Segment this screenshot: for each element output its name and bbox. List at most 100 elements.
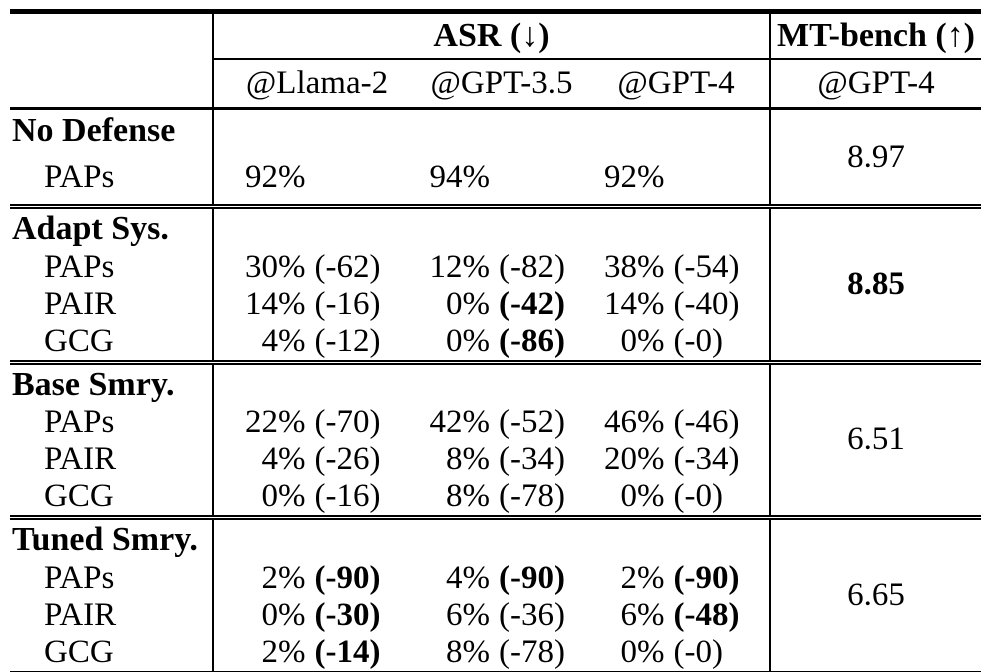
asr-pct: 38% (604, 248, 665, 285)
attack-row: GCG 0% (-16) 8% (-78) 0% (-0) (10, 478, 981, 518)
section-header-row: Tuned Smry. 6.65 (10, 517, 981, 672)
section-header-row: Adapt Sys. 8.85 (10, 206, 981, 362)
asr-delta: (-52) (499, 404, 565, 440)
asr-delta: (-82) (499, 248, 565, 285)
asr-delta: (-0) (673, 633, 723, 670)
asr-pct: 0% (446, 322, 490, 359)
asr-pct: 0% (261, 596, 306, 633)
attack-row: PAPs 2% (-90) 4% (-90) 2% (-90) (10, 559, 981, 597)
mtbench-value: 8.85 (769, 206, 981, 362)
asr-cell: 8% (-78) (420, 478, 583, 518)
results-table: ASR (↓) MT-bench (↑) @Llama-2 @GPT-3.5 @… (10, 9, 981, 672)
corner-cell-2 (10, 58, 213, 110)
asr-pct: 2% (261, 633, 306, 670)
empty-asr-cell (420, 109, 583, 151)
empty-asr-cell (420, 207, 583, 249)
asr-cell: 0% (-0) (583, 478, 770, 518)
asr-pct: 0% (620, 633, 665, 670)
asr-delta: (-90) (314, 559, 381, 596)
asr-pct: 46% (604, 404, 665, 440)
asr-pct: 2% (620, 559, 665, 596)
asr-pct: 0% (446, 285, 490, 322)
row-label: PAIR (44, 285, 117, 322)
asr-cell: 92% (212, 150, 420, 207)
asr-cell: 2% (-90) (212, 559, 420, 597)
asr-delta: (-14) (314, 633, 381, 670)
row-label: PAPs (44, 248, 115, 285)
asr-delta: (-54) (673, 248, 740, 285)
asr-pct: 92% (604, 158, 665, 195)
section-header-row: No Defense 8.97 (10, 108, 981, 207)
asr-pct: 30% (245, 248, 306, 285)
attack-row: PAPs 30% (-62) 12% (-82) 38% (-54) (10, 248, 981, 286)
asr-delta: (-42) (499, 285, 565, 322)
asr-cell: 20% (-34) (583, 441, 770, 478)
asr-delta: (-0) (673, 478, 723, 514)
asr-delta: (-30) (314, 596, 381, 633)
section-tuned-smry: Tuned Smry. 6.65 PAPs 2% (-90) 4% (-90) 2% (-90)… (10, 517, 981, 672)
asr-cell: 4% (-26) (212, 441, 420, 478)
asr-cell: 6% (-36) (420, 597, 583, 634)
row-label: PAIR (44, 596, 117, 633)
asr-cell: 8% (-78) (420, 634, 583, 672)
asr-pct: 6% (620, 596, 665, 633)
asr-pct: 94% (429, 158, 491, 195)
asr-delta: (-86) (499, 322, 565, 359)
empty-asr-cell (583, 109, 770, 151)
row-label: GCG (44, 478, 114, 514)
asr-cell: 0% (-16) (212, 478, 420, 518)
asr-col-header-gpt4: @GPT-4 (583, 58, 770, 110)
asr-delta: (-16) (314, 478, 381, 514)
asr-cell: 42% (-52) (420, 404, 583, 441)
attack-row: PAPs 92% 94% 92% (10, 150, 981, 207)
empty-asr-cell (212, 362, 420, 404)
asr-cell: 0% (-30) (212, 596, 420, 634)
mtbench-value: 8.97 (769, 108, 981, 207)
asr-pct: 42% (429, 404, 491, 440)
asr-cell: 38% (-54) (583, 249, 770, 286)
asr-cell: 6% (-48) (583, 597, 770, 634)
section-adapt-sys: Adapt Sys. 8.85 PAPs 30% (-62) 12% (-82) 38% (-5… (10, 206, 981, 362)
asr-pct: 8% (446, 633, 490, 670)
asr-cell: 46% (-46) (583, 404, 770, 441)
asr-delta: (-78) (499, 478, 565, 514)
attack-row: GCG 4% (-12) 0% (-86) 0% (-0) (10, 322, 981, 362)
mtbench-value: 6.51 (769, 362, 981, 518)
section-header-row: Base Smry. 6.51 (10, 362, 981, 518)
asr-cell: 30% (-62) (212, 248, 420, 286)
asr-pct: 14% (604, 285, 665, 322)
section-no-defense: No Defense 8.97 PAPs 92% 94% 92% (10, 108, 981, 207)
asr-cell: 0% (-0) (583, 634, 770, 672)
empty-asr-cell (212, 108, 420, 151)
asr-cell: 0% (-42) (420, 286, 583, 323)
row-label: GCG (44, 633, 114, 670)
table-header: ASR (↓) MT-bench (↑) @Llama-2 @GPT-3.5 @… (10, 11, 981, 110)
row-label: PAIR (44, 441, 117, 477)
asr-pct: 8% (446, 478, 490, 514)
asr-col-header-llama2: @Llama-2 (212, 58, 420, 110)
attack-row: PAIR 14% (-16) 0% (-42) 14% (-40) (10, 285, 981, 323)
mtbench-value: 6.65 (769, 517, 981, 672)
asr-cell: 2% (-14) (212, 633, 420, 672)
asr-delta: (-62) (314, 248, 381, 285)
asr-pct: 6% (446, 596, 490, 633)
asr-cell: 12% (-82) (420, 249, 583, 286)
asr-delta: (-12) (314, 322, 381, 359)
empty-asr-cell (583, 518, 770, 560)
attack-row: PAIR 0% (-30) 6% (-36) 6% (-48) (10, 596, 981, 634)
asr-pct: 12% (429, 248, 491, 285)
asr-cell: 4% (-90) (420, 560, 583, 597)
asr-delta: (-78) (499, 633, 565, 670)
asr-pct: 0% (261, 478, 306, 514)
attack-row: PAPs 22% (-70) 42% (-52) 46% (-46) (10, 404, 981, 441)
asr-cell: 2% (-90) (583, 560, 770, 597)
empty-asr-cell (212, 517, 420, 560)
asr-delta: (-40) (673, 285, 740, 322)
section-label: Adapt Sys. (12, 210, 169, 248)
section-base-smry: Base Smry. 6.51 PAPs 22% (-70) 42% (-52) 46% (-4… (10, 362, 981, 518)
asr-delta: (-70) (314, 404, 381, 440)
asr-pct: 4% (261, 322, 306, 359)
asr-pct: 4% (261, 441, 306, 477)
asr-group-header: ASR (↓) (212, 11, 770, 60)
